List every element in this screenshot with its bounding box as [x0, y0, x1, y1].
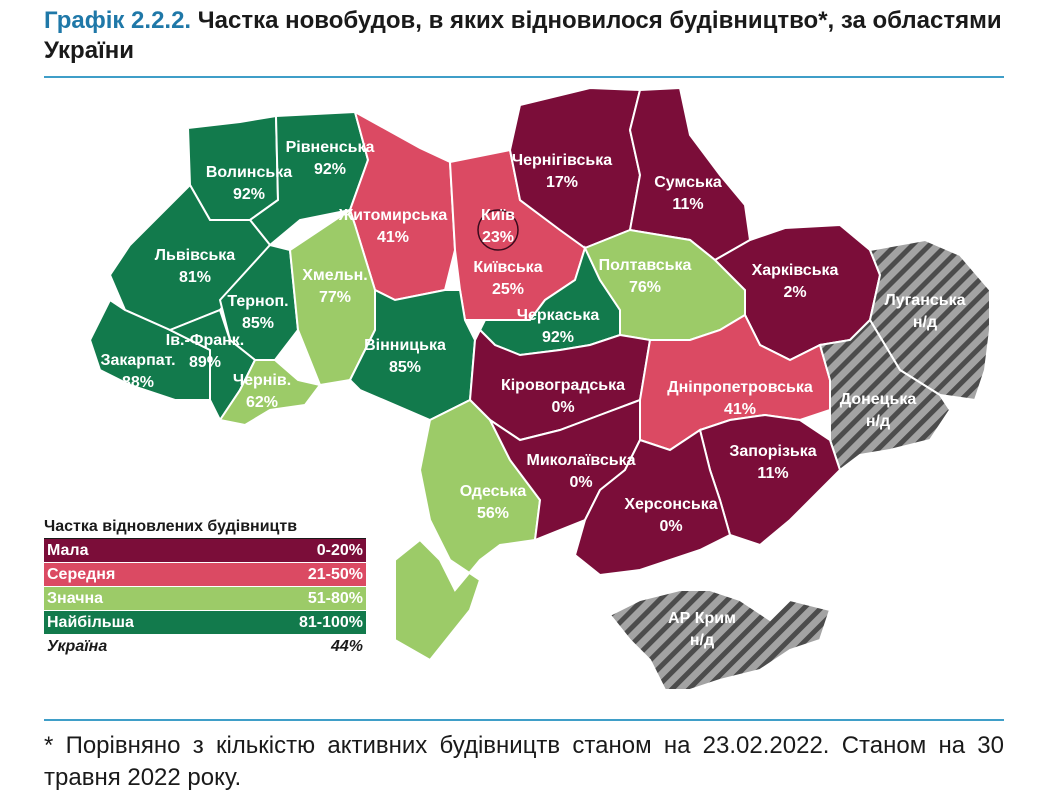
region-value-label: 17% — [546, 174, 578, 191]
region-value-label: 0% — [659, 518, 682, 535]
region-name-label: Дніпропетровська — [667, 379, 813, 396]
region-value-label: 77% — [319, 289, 351, 306]
region-value-label: 92% — [314, 161, 346, 178]
region-value-label: н/д — [913, 314, 937, 331]
legend-total-row: Україна 44% — [44, 635, 366, 659]
region-name-label: Херсонська — [624, 496, 717, 513]
region-name-label: Одеська — [460, 483, 527, 500]
region-name-label: Сумська — [654, 174, 722, 191]
region-донецька — [818, 318, 952, 472]
region-name-label: Луганська — [885, 292, 966, 309]
title-text: Частка новобудов, в яких відновилося буд… — [44, 7, 1002, 64]
region-value-label: 81% — [179, 269, 211, 286]
region-value-label: 11% — [757, 465, 788, 482]
region-name-label: Чернігівська — [512, 152, 612, 169]
region-value-label: 41% — [377, 229, 409, 246]
region-value-label: 25% — [492, 281, 524, 298]
region-name-label: Київ — [481, 207, 515, 224]
region-херсонська — [573, 428, 732, 577]
region-луганська — [868, 238, 991, 402]
legend-range: 81-100% — [298, 614, 363, 631]
region-value-label: 56% — [477, 505, 509, 522]
region-name-label: Запорізька — [729, 443, 816, 460]
region-name-label: Волинська — [206, 164, 292, 181]
region-name-label: АР Крим — [668, 610, 736, 627]
legend-label: Значна — [47, 590, 104, 607]
region-name-label: Житомирська — [338, 207, 448, 224]
region-name-label: Ів.-Франк. — [166, 332, 245, 349]
region-name-label: Закарпат. — [100, 352, 175, 369]
legend-title: Частка відновлених будівництв — [44, 516, 366, 539]
region-name-label: Київська — [473, 259, 542, 276]
total-value: 44% — [330, 638, 363, 655]
region-value-label: 85% — [389, 359, 421, 376]
figure-number: Графік 2.2.2. — [44, 7, 192, 34]
region-чернівецька — [218, 359, 322, 427]
region-value-label: 89% — [189, 354, 221, 371]
region-name-label: Харківська — [752, 262, 839, 279]
title-divider — [44, 76, 1004, 78]
region-name-label: Полтавська — [599, 257, 692, 274]
region-name-label: Донецька — [840, 391, 917, 408]
region-value-label: 62% — [246, 394, 278, 411]
region-name-label: Черкаська — [517, 307, 600, 324]
region-name-label: Терноп. — [227, 293, 288, 310]
region-value-label: 11% — [672, 196, 703, 213]
region-name-label: Вінницька — [364, 337, 446, 354]
region-value-label: 23% — [482, 229, 514, 246]
region-value-label: 76% — [629, 279, 661, 296]
region-київ — [477, 209, 519, 251]
chart-title: Графік 2.2.2. Частка новобудов, в яких в… — [44, 6, 1004, 66]
legend-range: 51-80% — [307, 590, 363, 607]
legend-row-high: Значна 51-80% — [44, 587, 366, 611]
legend-range: 0-20% — [316, 542, 363, 559]
legend-label: Найбільша — [47, 614, 134, 631]
region-value-label: 92% — [233, 186, 265, 203]
region-value-label: 85% — [242, 315, 274, 332]
region-value-label: 2% — [783, 284, 806, 301]
legend-row-low: Мала 0-20% — [44, 539, 366, 563]
legend-label: Мала — [47, 542, 89, 559]
legend-row-medium: Середня 21-50% — [44, 563, 366, 587]
total-label: Україна — [47, 638, 108, 655]
legend-range: 21-50% — [307, 566, 363, 583]
region-name-label: Хмельн. — [302, 267, 368, 284]
region-name-label: Львівська — [155, 247, 236, 264]
region-value-label: 0% — [569, 474, 592, 491]
region-value-label: 88% — [122, 374, 154, 391]
region-value-label: н/д — [866, 413, 890, 430]
region-name-label: Кіровоградська — [501, 377, 625, 394]
region-value-label: 41% — [724, 401, 756, 418]
legend-row-highest: Найбільша 81-100% — [44, 611, 366, 635]
footnote-divider — [44, 719, 1004, 721]
region-name-label: Миколаївська — [527, 452, 636, 469]
region-name-label: Чернів. — [233, 372, 291, 389]
region-value-label: н/д — [690, 632, 714, 649]
region-value-label: 0% — [551, 399, 574, 416]
region-закарпатська — [88, 298, 211, 401]
legend-label: Середня — [47, 566, 116, 583]
region-value-label: 92% — [542, 329, 574, 346]
footnote: * Порівняно з кількістю активних будівни… — [44, 732, 1004, 791]
legend: Частка відновлених будівництв Мала 0-20%… — [44, 516, 366, 659]
region-name-label: Рівненська — [286, 139, 375, 156]
region-ар-крим — [608, 589, 832, 691]
